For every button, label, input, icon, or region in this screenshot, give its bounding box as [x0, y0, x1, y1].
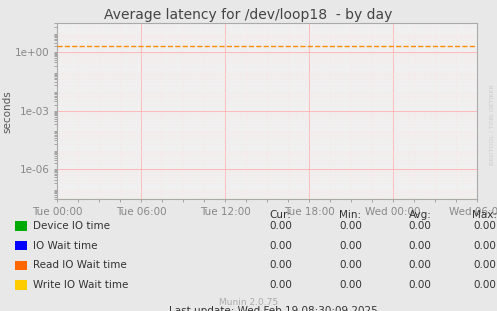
- Text: 0.00: 0.00: [409, 241, 431, 251]
- Text: 0.00: 0.00: [339, 221, 362, 231]
- Text: 0.00: 0.00: [339, 280, 362, 290]
- Text: RRDTOOL / TOBI OETIKER: RRDTOOL / TOBI OETIKER: [490, 84, 495, 165]
- Text: 0.00: 0.00: [409, 260, 431, 270]
- Text: 0.00: 0.00: [473, 280, 496, 290]
- Text: IO Wait time: IO Wait time: [33, 241, 98, 251]
- Text: 0.00: 0.00: [269, 280, 292, 290]
- Text: 0.00: 0.00: [409, 280, 431, 290]
- Text: 0.00: 0.00: [269, 260, 292, 270]
- Text: 0.00: 0.00: [473, 260, 496, 270]
- Text: Read IO Wait time: Read IO Wait time: [33, 260, 127, 270]
- Y-axis label: seconds: seconds: [2, 90, 12, 132]
- Text: Cur:: Cur:: [270, 210, 292, 220]
- Text: 0.00: 0.00: [269, 241, 292, 251]
- Text: Device IO time: Device IO time: [33, 221, 110, 231]
- Text: 0.00: 0.00: [339, 260, 362, 270]
- Text: Min:: Min:: [339, 210, 361, 220]
- Text: 0.00: 0.00: [473, 241, 496, 251]
- Text: 0.00: 0.00: [339, 241, 362, 251]
- Text: Munin 2.0.75: Munin 2.0.75: [219, 298, 278, 307]
- Text: Last update: Wed Feb 19 08:30:09 2025: Last update: Wed Feb 19 08:30:09 2025: [169, 306, 378, 311]
- Text: 0.00: 0.00: [269, 221, 292, 231]
- Text: Write IO Wait time: Write IO Wait time: [33, 280, 129, 290]
- Text: Avg:: Avg:: [409, 210, 431, 220]
- Text: 0.00: 0.00: [409, 221, 431, 231]
- Text: Average latency for /dev/loop18  - by day: Average latency for /dev/loop18 - by day: [104, 8, 393, 22]
- Text: Max:: Max:: [472, 210, 497, 220]
- Text: 0.00: 0.00: [473, 221, 496, 231]
